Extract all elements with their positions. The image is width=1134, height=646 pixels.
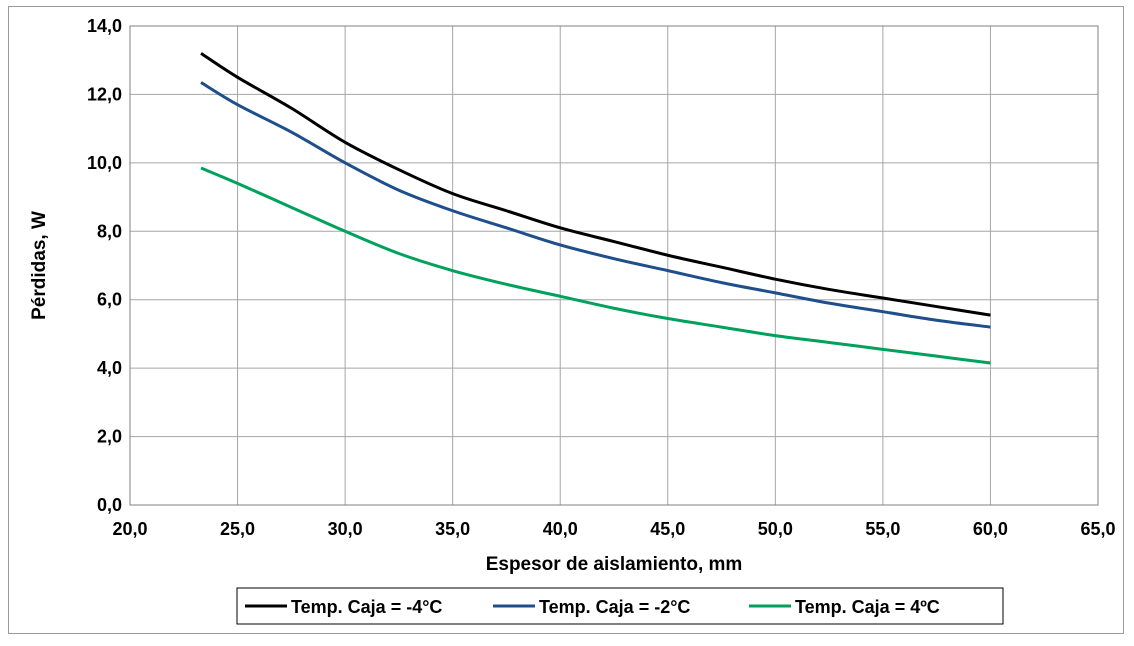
y-axis-title: Pérdidas, W	[29, 211, 50, 320]
y-tick-label: 2,0	[97, 427, 122, 447]
x-tick-label: 60,0	[973, 519, 1008, 539]
legend-label: Temp. Caja = -4°C	[291, 597, 442, 617]
x-tick-label: 40,0	[543, 519, 578, 539]
y-tick-label: 8,0	[97, 221, 122, 241]
x-tick-label: 20,0	[112, 519, 147, 539]
y-tick-label: 6,0	[97, 290, 122, 310]
x-tick-label: 50,0	[758, 519, 793, 539]
series-line	[200, 52, 991, 317]
plot-area	[129, 25, 1099, 506]
series-line	[200, 166, 991, 365]
y-axis-ticks: 0,0 2,0 4,0 6,0 8,0 10,0 12,0 14,0	[87, 16, 122, 515]
series-line	[200, 81, 991, 329]
legend-label: Temp. Caja = 4ºC	[795, 597, 940, 617]
legend-label: Temp. Caja = -2°C	[539, 597, 690, 617]
x-tick-label: 25,0	[220, 519, 255, 539]
x-tick-label: 55,0	[865, 519, 900, 539]
legend: Temp. Caja = -4°C Temp. Caja = -2°C Temp. …	[236, 587, 1004, 625]
y-tick-label: 12,0	[87, 84, 122, 104]
series-layer	[200, 52, 991, 365]
y-tick-label: 0,0	[97, 495, 122, 515]
x-tick-label: 30,0	[328, 519, 363, 539]
x-axis-ticks: 20,0 25,0 30,0 35,0 40,0 45,0 50,0 55,0 60,0 65,0	[112, 519, 1115, 539]
legend-box	[236, 587, 1004, 625]
y-tick-label: 14,0	[87, 16, 122, 36]
x-tick-label: 65,0	[1080, 519, 1115, 539]
x-axis-title: Espesor de aislamiento, mm	[486, 554, 743, 575]
y-tick-label: 4,0	[97, 358, 122, 378]
x-tick-label: 35,0	[435, 519, 470, 539]
y-tick-label: 10,0	[87, 153, 122, 173]
x-tick-label: 45,0	[650, 519, 685, 539]
